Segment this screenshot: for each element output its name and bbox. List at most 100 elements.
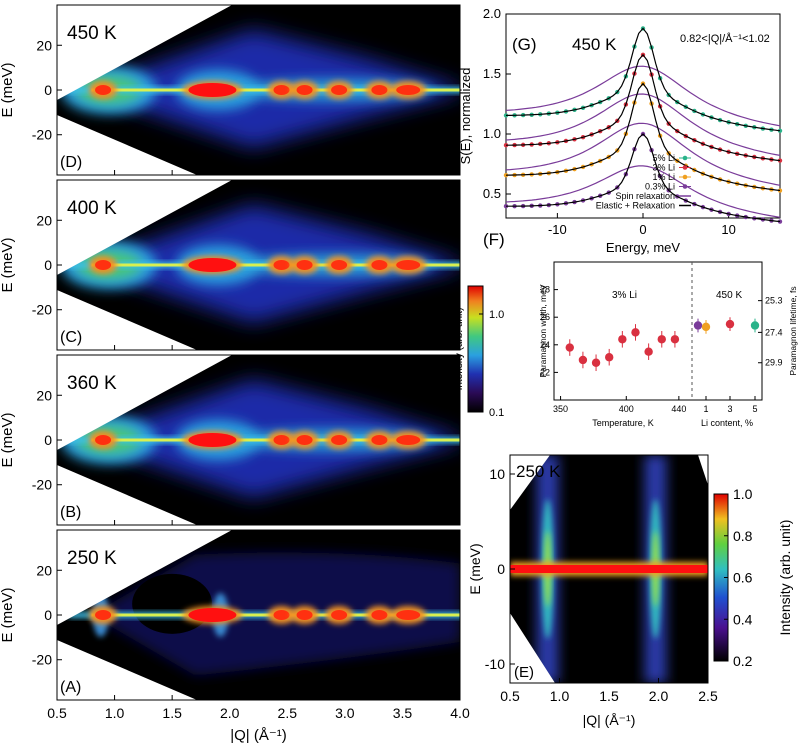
mask-right: [698, 455, 708, 485]
bright-spot: [296, 85, 313, 95]
elastic-relaxation-fit: [506, 27, 781, 132]
bright-spot: [95, 435, 112, 445]
linear-colorbar: 1.0 0.8 0.6 0.4 0.2 Intensity (arb. unit): [713, 486, 793, 669]
y-axis-label: Paramagnon width, meV: [538, 284, 548, 377]
x-tick-label: 1.0: [550, 688, 570, 704]
legend-marker: [682, 184, 688, 189]
panel-label: (D): [60, 154, 82, 171]
colorbar-bar: [467, 285, 484, 413]
legend-label: 0.3% Li: [645, 182, 675, 192]
mask-upper: [510, 455, 550, 510]
heatmap-panel: 20 0 -20 E (meV) 450 K (D): [0, 4, 461, 176]
y-tick-label: 2.0: [483, 6, 501, 21]
legend-marker: [682, 165, 688, 170]
x-tick-label: 2.0: [649, 688, 669, 704]
y-tick-label: 24: [540, 340, 550, 350]
log-colorbar: 1.0 0.1 Intensity (arb. unit): [454, 285, 504, 419]
y-tick-label: 22: [540, 367, 550, 377]
bright-spot: [396, 260, 421, 270]
spin-relaxation-fit: [505, 165, 781, 218]
x-axis-label-right: Li content, %: [701, 418, 753, 428]
panel-label: (A): [60, 679, 81, 696]
bright-spot: [273, 260, 290, 270]
colorbar-tick-label: 1.0: [489, 309, 504, 321]
colorbar-tick-label: 0.8: [733, 528, 753, 544]
data-point: [657, 335, 666, 344]
panel-g-spectra: -10 0 10 0.5 1.0 1.5 2.0 Energy, meV S(E), norma…: [458, 6, 783, 255]
bright-spot: [95, 260, 112, 270]
y-tick-label: 0: [44, 607, 52, 623]
heatmap-content: [57, 355, 460, 525]
heatmap-panels-a-d: 20 0 -20 E (meV) 450 K (D) 20 0 -20 E (meV) 400 K (…: [0, 4, 470, 744]
data-point: [777, 188, 783, 193]
bright-spot: [396, 610, 421, 620]
y-tick-label: -10: [485, 656, 505, 672]
x-tick-label: 1.5: [599, 688, 619, 704]
bright-spot: [371, 610, 388, 620]
y-tick-label: 0.5: [483, 186, 501, 201]
legend-label: 3% Li: [652, 163, 675, 173]
x-axis-label: Energy, meV: [606, 240, 681, 255]
legend-marker: [682, 155, 688, 161]
x-tick-label: 2.5: [698, 688, 718, 704]
data-point: [565, 343, 574, 352]
data-point: [618, 335, 627, 344]
bright-spot: [95, 85, 112, 95]
x-tick-label: 1.0: [105, 705, 125, 721]
bright-spot: [188, 608, 237, 622]
x-tick-label: 5: [752, 404, 757, 414]
x-tick-label: 3.0: [335, 705, 355, 721]
colorbar-label: Intensity (arb. unit): [777, 520, 793, 636]
y-tick-label: 0: [44, 432, 52, 448]
y-tick-label: 0: [497, 561, 505, 577]
y-tick-label: 1.5: [483, 66, 501, 81]
bright-spot: [396, 435, 421, 445]
elastic-relaxation-fit: [505, 82, 781, 192]
mask-upper: [57, 5, 232, 100]
temperature-label: 250 K: [67, 548, 117, 569]
x-tick-label: 3: [727, 404, 732, 414]
colorbar-tick-label: 1.0: [733, 486, 753, 502]
bright-spot: [331, 435, 348, 445]
temperature-label: 360 K: [67, 373, 117, 394]
mask-lower: [57, 290, 197, 350]
panel-label: (B): [60, 504, 81, 521]
colorbar-tick-label: 0.6: [733, 570, 753, 586]
bright-spot: [331, 610, 348, 620]
heatmap-content: [57, 5, 460, 175]
mask-upper: [57, 355, 232, 450]
bright-spot: [188, 83, 237, 97]
data-point: [777, 219, 783, 224]
bright-spot: [95, 610, 112, 620]
spin-relaxation-fit: [505, 93, 781, 156]
colorbar-tick-label: 0.4: [733, 611, 753, 627]
bright-spot: [296, 435, 313, 445]
x-tick-label: 0.5: [47, 705, 67, 721]
elastic-line: [510, 565, 708, 573]
y2-tick-label: 29.9: [765, 358, 783, 368]
mask-upper: [57, 530, 232, 625]
mask-upper: [57, 180, 232, 275]
y-tick-label: 20: [36, 562, 52, 578]
x-tick-label: -10: [548, 222, 567, 237]
legend-marker: [682, 174, 688, 180]
mask-lower: [57, 640, 197, 700]
panel-label: (G): [512, 35, 537, 54]
dark-arc: [132, 573, 213, 634]
x-tick-label: 3.5: [393, 705, 413, 721]
bright-spot: [331, 85, 348, 95]
colorbar-tick-label: 0.1: [489, 407, 504, 419]
x-tick-label: 350: [553, 404, 568, 414]
x-tick-label: 4.0: [450, 705, 470, 721]
bright-spot: [371, 85, 388, 95]
heatmap-panel: 20 0 -20 E (meV) 360 K (B): [0, 354, 461, 526]
panel-e-heatmap: 10 0 -10 0.5 1.0 1.5 2.0 2.5 E (meV) |Q| (Å⁻¹) 250…: [467, 454, 718, 728]
mask-lower: [510, 613, 555, 683]
heatmap-content: [57, 180, 460, 350]
data-point: [631, 328, 640, 337]
mask-lower: [57, 115, 197, 175]
y-tick-label: 20: [36, 387, 52, 403]
legend-label: Elastic + Relaxation: [596, 201, 675, 211]
spin-relaxation-fit: [505, 122, 781, 186]
y-tick-label: 10: [489, 466, 505, 482]
